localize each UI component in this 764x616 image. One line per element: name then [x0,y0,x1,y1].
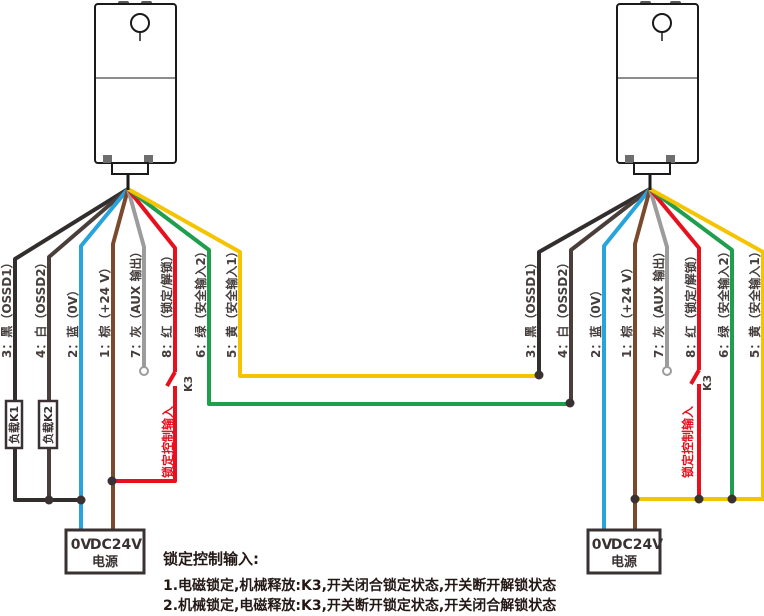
wire-label-pin3: 3：黑（OSSD1） [523,256,538,358]
aux-open-terminal-right [662,366,672,376]
notes-block: 锁定控制输入: 1.电磁锁定,机械释放:K3,开关闭合锁定状态,开关断开解锁状态… [163,550,556,614]
terminal-pad [625,155,634,163]
wire-label-pin2: 2：蓝（0V） [65,284,80,358]
left-wire-labels: 3：黑（OSSD1） 4：白（OSSD2） 2：蓝（0V） 1：棕（+24 V）… [0,245,239,358]
aux-open-terminal-left [139,366,149,376]
load-k2-label: 负载K2 [41,406,55,444]
junction-dot [76,495,86,505]
power-supply-left: 0V DC24V 电源 [64,528,146,575]
wire-red-lock-left-lower [112,386,177,483]
lock-control-input-label-right: 锁定控制输入 [680,406,695,478]
wire-label-pin2: 2：蓝（0V） [588,284,603,358]
notes-heading: 锁定控制输入: [163,550,259,568]
wire-white-ossd2-right [569,187,652,403]
wire-label-pin1: 1：棕（+24 V） [619,261,634,358]
power-supply-right: 0V DC24V 电源 [586,528,663,575]
power-box-left [64,528,146,575]
safety-door-switch-right [616,1,699,190]
device-body [616,3,699,164]
wire-blue-0v-right [602,187,652,531]
power-24v-left: DC24V [90,537,142,553]
wire-label-pin8: 8：红（锁定/解锁） [159,249,174,358]
power-24v-right: DC24V [611,537,663,553]
wire-green-safetyin2-right [648,187,734,499]
load-k1-label: 负载K1 [7,406,21,444]
safety-door-switch-left [94,1,177,190]
junction-dot [107,476,117,486]
lock-control-input-label-left: 锁定控制输入 [160,406,175,478]
wire-label-pin1: 1：棕（+24 V） [97,261,112,358]
k3-label-left: K3 [182,376,195,392]
power-name-right: 电源 [611,554,637,570]
terminal-pad [666,155,675,163]
junction-dot [727,494,737,504]
wire-brown-24v-left [111,188,130,531]
wire-label-pin4: 4：白（OSSD2） [555,256,570,358]
wire-label-pin7: 7：灰（AUX 输出） [128,246,143,358]
wire-brown-24v-right [633,188,652,531]
load-k1-box [4,399,24,450]
wire-gray-aux-right [648,188,669,367]
wire-blue-0v-left [79,187,130,531]
cable-connector [633,162,671,175]
notes-line-1: 1.电磁锁定,机械释放:K3,开关闭合锁定状态,开关断开解锁状态 [163,577,556,594]
switch-labels: K3 K3 锁定控制输入 锁定控制输入 [160,375,714,478]
wire-label-pin3: 3：黑（OSSD1） [0,256,14,358]
wire-label-pin7: 7：灰（AUX 输出） [651,246,666,358]
switch-k3-lever-left [165,371,177,387]
notes-line-2: 2.机械锁定,电磁释放:K3,开关断开锁定状态,开关闭合解锁状态 [163,597,556,614]
junction-dot [694,494,704,504]
terminal-pad [103,155,112,163]
wire-label-pin8: 8：红（锁定/解锁） [683,249,698,358]
wire-label-pin6: 6：绿（安全输入2） [193,245,208,358]
junction-dot [44,495,54,505]
power-box-right [586,528,662,575]
cable-connector [111,162,149,175]
terminal-pad [144,155,153,163]
wire-red-lock-left-upper [126,187,177,372]
junction-dot [565,398,575,408]
wire-yellow-safetyin1-left [127,187,539,378]
junction-dot [534,370,544,380]
k3-label-right: K3 [701,375,714,391]
power-0v-right: 0V [592,537,613,553]
power-0v-left: 0V [71,537,92,553]
power-name-left: 电源 [92,554,118,570]
right-device-wires [537,187,764,531]
wire-label-pin6: 6：绿（安全输入2） [716,245,731,358]
wire-label-pin5: 5：黄（安全输入1） [224,245,239,358]
wire-red-lock-right-upper [648,187,701,370]
load-boxes: 负载K1 负载K2 [4,399,59,450]
wire-label-pin5: 5：黄（安全输入1） [747,245,762,358]
wire-green-safetyin2-left [126,187,570,406]
junction-dots [44,366,737,505]
wire-black-ossd1-right [537,187,651,375]
right-wire-labels: 3：黑（OSSD1） 4：白（OSSD2） 2：蓝（0V） 1：棕（+24 V）… [523,245,762,358]
left-device-wires [13,187,570,531]
junction-dot [630,494,640,504]
wire-label-pin4: 4：白（OSSD2） [33,256,48,358]
load-k2-box [37,399,59,450]
switch-k3-lever-right [689,369,701,385]
device-body [94,3,177,164]
wire-gray-aux-left [126,188,146,367]
